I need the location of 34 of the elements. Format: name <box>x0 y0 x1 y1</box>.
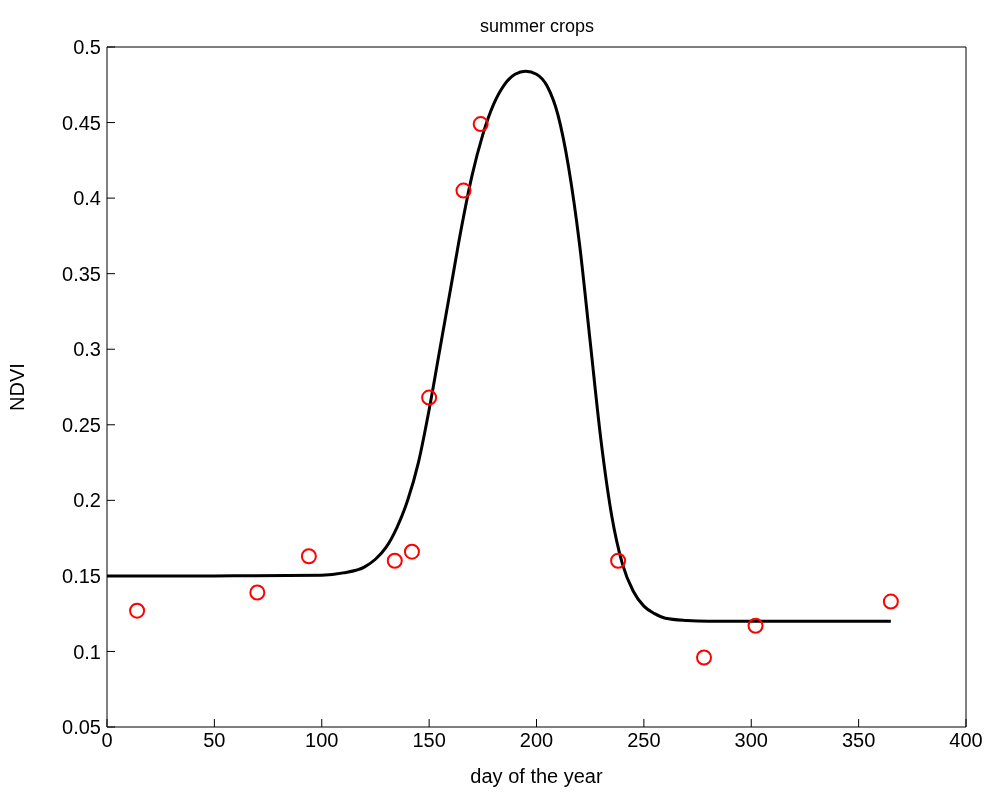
y-tick-label: 0.4 <box>73 187 101 210</box>
point <box>421 389 438 406</box>
x-tick-label: 250 <box>627 729 661 752</box>
point <box>300 548 317 565</box>
point <box>455 182 472 199</box>
y-tick-label: 0.05 <box>62 716 101 739</box>
point <box>747 617 764 634</box>
y-tick-label: 0.1 <box>73 640 101 663</box>
x-tick-label: 150 <box>412 729 446 752</box>
x-tick-label: 0 <box>101 729 113 752</box>
point <box>696 649 713 666</box>
x-tick-label: 350 <box>841 729 876 752</box>
x-tick-label: 200 <box>519 729 554 752</box>
y-tick-label: 0.2 <box>73 489 101 512</box>
point <box>882 593 899 610</box>
point <box>610 552 627 569</box>
point <box>129 602 146 619</box>
y-tick-label: 0.3 <box>73 338 101 361</box>
y-tick-label: 0.45 <box>62 111 101 134</box>
x-tick-label: 300 <box>734 729 768 752</box>
y-tick-label: 0.35 <box>62 262 101 285</box>
y-axis-title: NDVI <box>6 363 29 411</box>
y-tick-label: 0.25 <box>62 413 101 436</box>
x-axis-title: day of the year <box>470 765 603 787</box>
point <box>249 584 266 601</box>
point <box>386 552 403 569</box>
y-tick-label: 0.5 <box>73 36 101 59</box>
x-tick-label: 100 <box>305 729 339 752</box>
point <box>472 116 489 133</box>
chart-title: summer crops <box>479 16 595 36</box>
point <box>403 543 420 560</box>
y-tick-label: 0.15 <box>62 564 101 587</box>
x-tick-label: 50 <box>203 729 226 752</box>
x-tick-label: 400 <box>949 729 983 752</box>
